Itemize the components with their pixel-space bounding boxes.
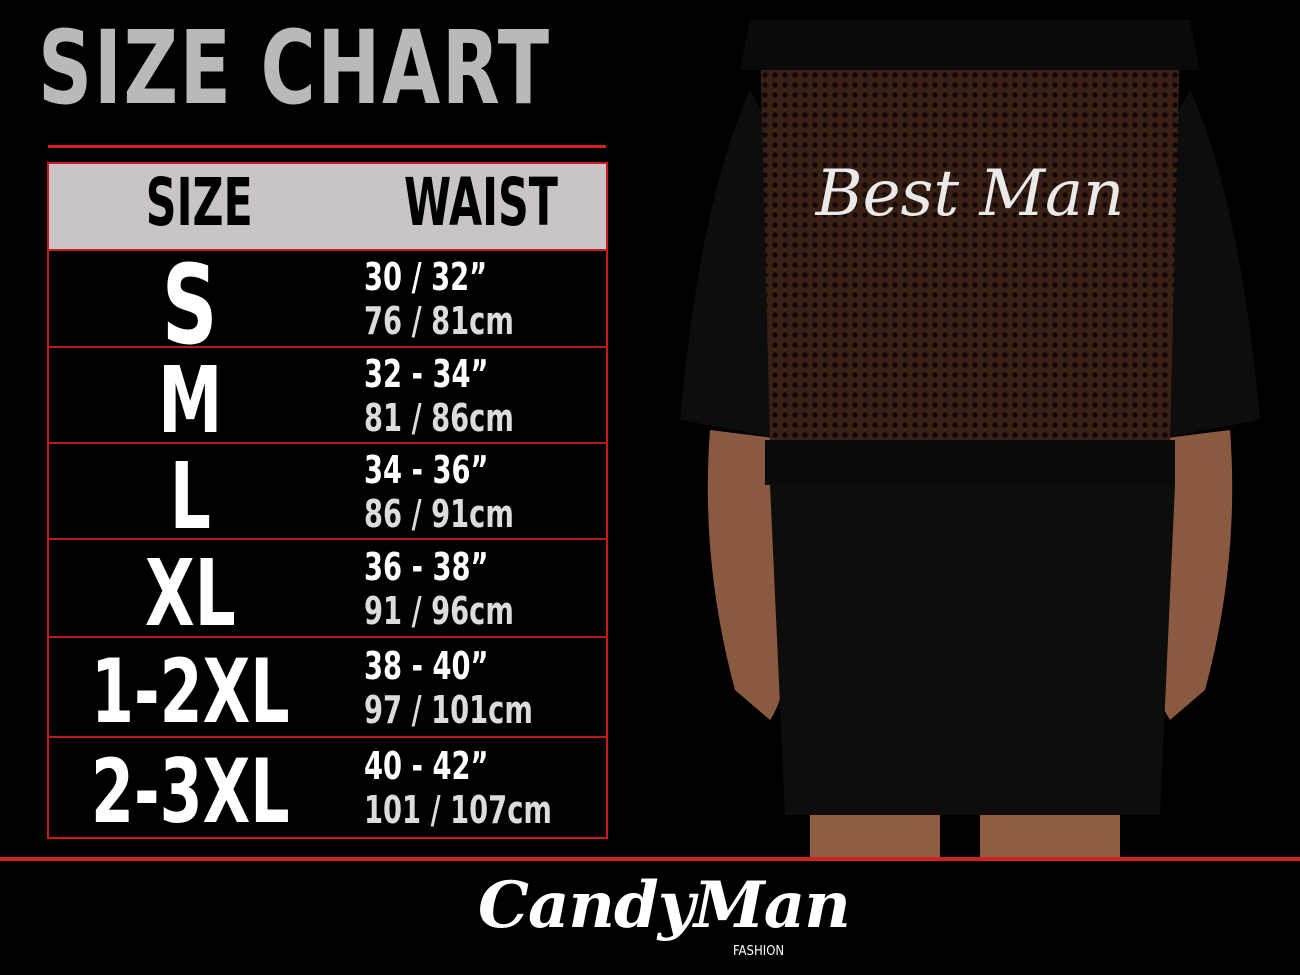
- back-print-text: Best Man: [815, 157, 1125, 231]
- page-title: SIZE CHART: [38, 9, 551, 128]
- waist-cm: 81 / 86cm: [364, 396, 514, 440]
- size-table: SIZE WAIST S 30 / 32” 76 / 81cm M 32 - 34…: [47, 162, 608, 839]
- size-label: 1-2XL: [90, 640, 290, 744]
- waist-cell: 40 - 42” 101 / 107cm: [364, 744, 552, 832]
- table-row: S 30 / 32” 76 / 81cm: [49, 250, 606, 360]
- waist-inches: 34 - 36”: [364, 448, 489, 492]
- table-row: XL 36 - 38” 91 / 96cm: [49, 539, 606, 647]
- table-row: 2-3XL 40 - 42” 101 / 107cm: [49, 738, 606, 837]
- waist-cell: 32 - 34” 81 / 86cm: [364, 352, 514, 440]
- waist-cell: 34 - 36” 86 / 91cm: [364, 448, 514, 536]
- table-row: 1-2XL 38 - 40” 97 / 101cm: [49, 638, 606, 738]
- product-photo: Best Man: [680, 20, 1260, 857]
- size-cell: 2-3XL: [49, 739, 331, 843]
- waist-inches: 30 / 32”: [364, 255, 488, 299]
- size-cell: XL: [49, 539, 331, 647]
- waist-inches: 32 - 34”: [364, 352, 489, 396]
- header-waist: WAIST: [403, 164, 558, 241]
- waist-cell: 38 - 40” 97 / 101cm: [364, 644, 533, 732]
- size-cell: S: [49, 250, 331, 360]
- header-size: SIZE: [145, 164, 253, 241]
- table-row: L 34 - 36” 86 / 91cm: [49, 442, 606, 550]
- size-label: L: [169, 442, 211, 550]
- table-row: M 32 - 34” 81 / 86cm: [49, 346, 606, 454]
- brand-logo: CandyMan: [478, 868, 851, 943]
- size-cell: 1-2XL: [49, 648, 331, 736]
- size-cell: M: [49, 346, 331, 454]
- size-label: XL: [144, 539, 236, 647]
- waist-cell: 36 - 38” 91 / 96cm: [364, 545, 514, 633]
- size-label: 2-3XL: [90, 739, 290, 843]
- brand-logo-sub: FASHION: [733, 944, 785, 959]
- footer-divider: [0, 857, 1300, 861]
- waist-cell: 30 / 32” 76 / 81cm: [364, 255, 514, 343]
- size-cell: L: [49, 442, 331, 550]
- waist-inches: 40 - 42”: [364, 743, 489, 788]
- size-label: S: [162, 240, 218, 369]
- waist-cm: 76 / 81cm: [364, 299, 514, 343]
- size-label: M: [157, 346, 223, 454]
- waist-cm: 86 / 91cm: [364, 492, 514, 536]
- waist-cm: 101 / 107cm: [364, 787, 552, 832]
- title-divider: [48, 145, 606, 148]
- waist-inches: 38 - 40”: [364, 644, 489, 688]
- waist-inches: 36 - 38”: [364, 545, 489, 589]
- waist-cm: 91 / 96cm: [364, 589, 514, 633]
- waist-cm: 97 / 101cm: [364, 688, 533, 732]
- table-header: SIZE WAIST: [49, 164, 606, 251]
